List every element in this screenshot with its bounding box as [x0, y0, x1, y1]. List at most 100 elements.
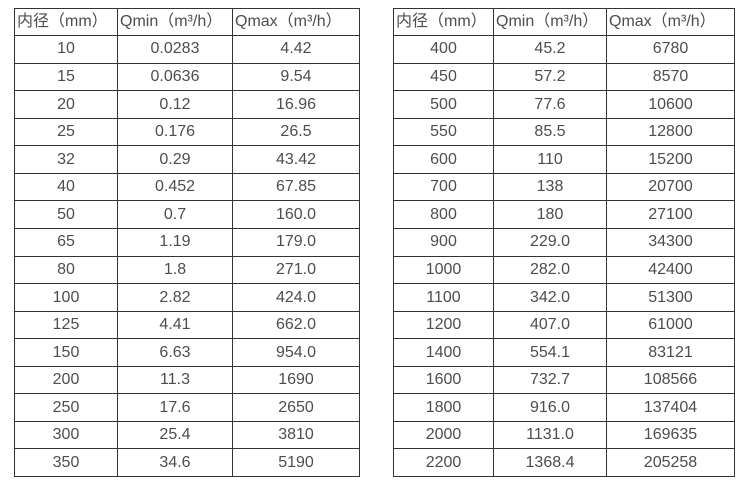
table-cell: 732.7: [493, 365, 607, 395]
table-cell: 0.0636: [117, 62, 233, 92]
table-header-row: 内径（mm） Qmin（m³/h） Qmax（m³/h）: [14, 8, 360, 36]
table-row: 600 110 15200: [393, 145, 735, 174]
table-row: 32 0.29 43.42: [14, 145, 360, 174]
column-header-inner-diameter: 内径（mm）: [14, 8, 118, 36]
table-row: 350 34.6 5190: [14, 448, 360, 477]
table-cell: 229.0: [493, 227, 607, 257]
table-cell: 26.5: [232, 117, 360, 147]
table-cell: 1100: [393, 283, 494, 312]
table-cell: 0.452: [117, 172, 233, 202]
table-cell: 43.42: [232, 145, 360, 174]
table-body: 10 0.0283 4.42 15 0.0636 9.54 20 0.12 16.96 25 0.1…: [14, 35, 360, 477]
table-cell: 77.6: [493, 90, 607, 119]
table-cell: 407.0: [493, 310, 607, 340]
table-cell: 67.85: [232, 172, 360, 202]
table-cell: 0.29: [117, 145, 233, 174]
table-cell: 300: [14, 420, 118, 450]
table-cell: 83121: [606, 338, 735, 367]
table-cell: 57.2: [493, 62, 607, 92]
table-cell: 1131.0: [493, 420, 607, 450]
table-row: 1400 554.1 83121: [393, 338, 735, 367]
table-cell: 80: [14, 255, 118, 285]
table-cell: 554.1: [493, 338, 607, 367]
column-header-inner-diameter: 内径（mm）: [393, 8, 494, 36]
table-cell: 424.0: [232, 283, 360, 312]
table-cell: 916.0: [493, 393, 607, 422]
table-cell: 800: [393, 200, 494, 229]
table-cell: 450: [393, 62, 494, 92]
table-cell: 0.0283: [117, 35, 233, 64]
column-header-qmax: Qmax（m³/h）: [232, 8, 360, 36]
table-cell: 25: [14, 117, 118, 147]
table-cell: 0.7: [117, 200, 233, 229]
table-cell: 3810: [232, 420, 360, 450]
table-row: 40 0.452 67.85: [14, 172, 360, 202]
table-row: 65 1.19 179.0: [14, 227, 360, 257]
table-cell: 250: [14, 393, 118, 422]
table-cell: 138: [493, 172, 607, 202]
table-cell: 10600: [606, 90, 735, 119]
table-row: 700 138 20700: [393, 172, 735, 202]
table-row: 1800 916.0 137404: [393, 393, 735, 422]
table-row: 2200 1368.4 205258: [393, 448, 735, 477]
table-cell: 50: [14, 200, 118, 229]
table-row: 150 6.63 954.0: [14, 338, 360, 367]
table-cell: 1690: [232, 365, 360, 395]
table-cell: 8570: [606, 62, 735, 92]
table-cell: 85.5: [493, 117, 607, 147]
table-cell: 500: [393, 90, 494, 119]
table-cell: 282.0: [493, 255, 607, 285]
table-row: 1000 282.0 42400: [393, 255, 735, 285]
table-row: 1100 342.0 51300: [393, 283, 735, 312]
table-cell: 108566: [606, 365, 735, 395]
table-cell: 1368.4: [493, 448, 607, 477]
table-row: 100 2.82 424.0: [14, 283, 360, 312]
table-cell: 550: [393, 117, 494, 147]
table-cell: 342.0: [493, 283, 607, 312]
table-cell: 1600: [393, 365, 494, 395]
table-cell: 6.63: [117, 338, 233, 367]
table-cell: 1000: [393, 255, 494, 285]
table-cell: 4.42: [232, 35, 360, 64]
table-cell: 34300: [606, 227, 735, 257]
table-cell: 1400: [393, 338, 494, 367]
table-cell: 12800: [606, 117, 735, 147]
table-cell: 179.0: [232, 227, 360, 257]
table-body: 400 45.2 6780 450 57.2 8570 500 77.6 10600 550 85.…: [393, 35, 735, 477]
table-cell: 600: [393, 145, 494, 174]
column-header-qmin: Qmin（m³/h）: [117, 8, 233, 36]
table-cell: 20700: [606, 172, 735, 202]
table-cell: 11.3: [117, 365, 233, 395]
table-row: 200 11.3 1690: [14, 365, 360, 395]
table-cell: 200: [14, 365, 118, 395]
table-cell: 32: [14, 145, 118, 174]
table-cell: 51300: [606, 283, 735, 312]
table-cell: 954.0: [232, 338, 360, 367]
table-row: 250 17.6 2650: [14, 393, 360, 422]
table-cell: 65: [14, 227, 118, 257]
table-cell: 15200: [606, 145, 735, 174]
table-header: 内径（mm） Qmin（m³/h） Qmax（m³/h）: [14, 8, 360, 36]
table-cell: 400: [393, 35, 494, 64]
table-cell: 1.8: [117, 255, 233, 285]
table-row: 550 85.5 12800: [393, 117, 735, 147]
table-row: 900 229.0 34300: [393, 227, 735, 257]
table-cell: 0.12: [117, 90, 233, 119]
table-row: 125 4.41 662.0: [14, 310, 360, 340]
table-cell: 1800: [393, 393, 494, 422]
table-row: 450 57.2 8570: [393, 62, 735, 92]
table-row: 500 77.6 10600: [393, 90, 735, 119]
table-cell: 2200: [393, 448, 494, 477]
table-row: 80 1.8 271.0: [14, 255, 360, 285]
table-cell: 6780: [606, 35, 735, 64]
table-cell: 350: [14, 448, 118, 477]
table-cell: 1.19: [117, 227, 233, 257]
table-cell: 0.176: [117, 117, 233, 147]
table-cell: 10: [14, 35, 118, 64]
table-cell: 1200: [393, 310, 494, 340]
table-cell: 125: [14, 310, 118, 340]
table-row: 10 0.0283 4.42: [14, 35, 360, 64]
table-cell: 180: [493, 200, 607, 229]
table-cell: 137404: [606, 393, 735, 422]
